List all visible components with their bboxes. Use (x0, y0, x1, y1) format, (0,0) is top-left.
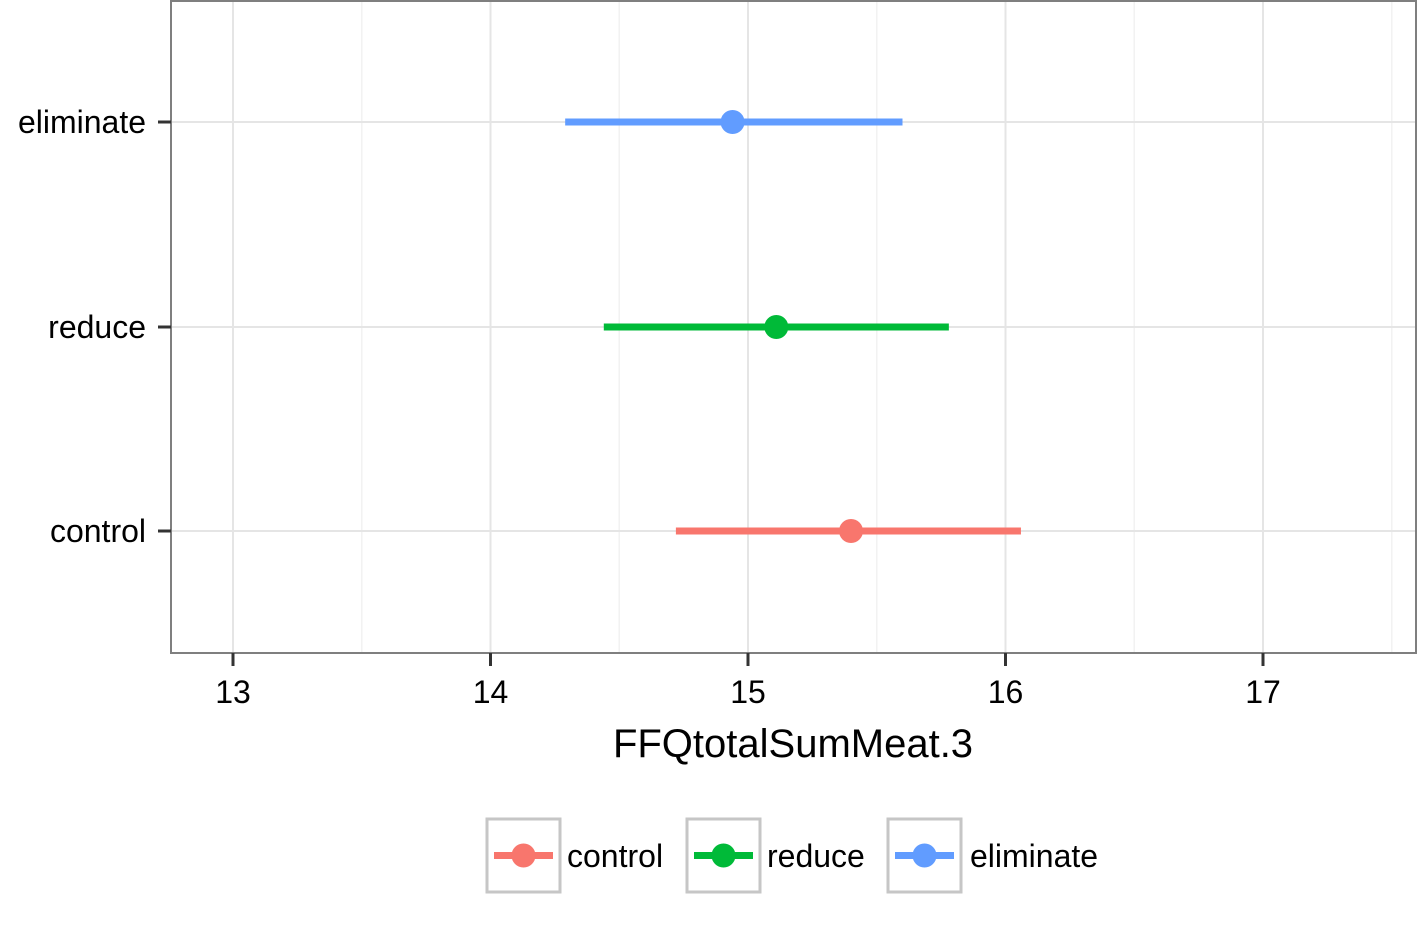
legend-label-control: control (567, 838, 663, 874)
x-tick-label-17: 17 (1245, 674, 1281, 710)
legend-key-point-reduce (711, 843, 736, 868)
x-tick-label-15: 15 (730, 674, 766, 710)
x-tick-label-13: 13 (215, 674, 251, 710)
legend-key-point-control (511, 843, 536, 868)
point-estimate-eliminate (720, 110, 745, 134)
y-tick-label-reduce: reduce (48, 309, 146, 345)
legend-label-reduce: reduce (767, 838, 865, 874)
legend: control reduce eliminate (485, 817, 1098, 894)
x-tick-label-16: 16 (988, 674, 1024, 710)
legend-key-point-eliminate (912, 843, 937, 868)
data-marks (565, 110, 1021, 543)
x-axis-title: FFQtotalSumMeat.3 (613, 722, 973, 766)
legend-label-eliminate: eliminate (970, 838, 1098, 874)
y-tick-label-control: control (50, 513, 146, 549)
y-tick-label-eliminate: eliminate (18, 104, 146, 140)
point-estimate-control (839, 519, 863, 543)
point-estimate-reduce (764, 315, 789, 339)
y-axis: control reduce eliminate (18, 104, 171, 549)
x-tick-label-14: 14 (473, 674, 509, 710)
x-axis: 13 14 15 16 17 (215, 653, 1281, 710)
